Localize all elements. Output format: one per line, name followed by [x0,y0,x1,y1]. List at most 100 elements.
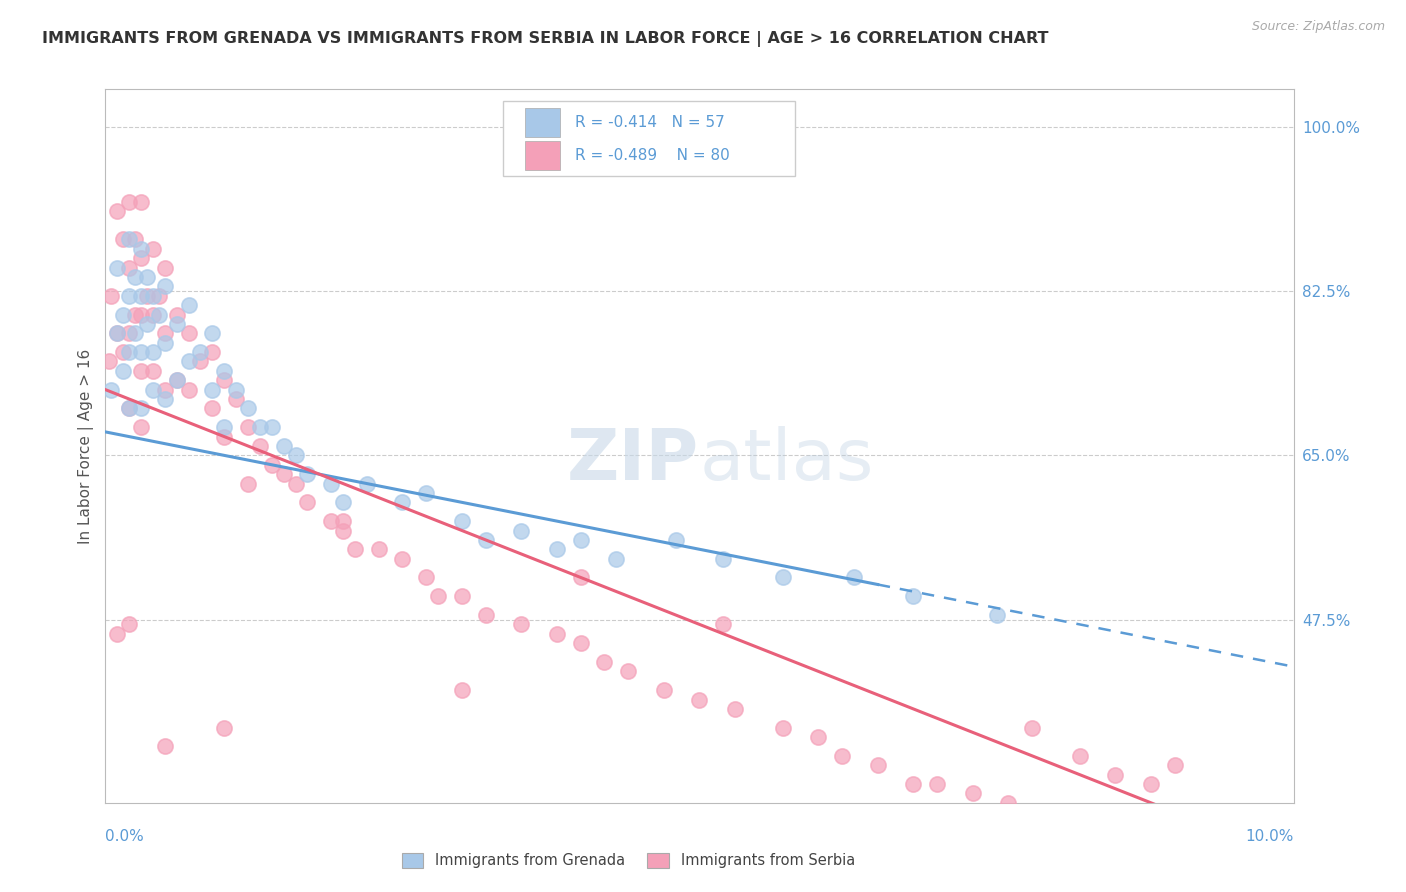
Point [112,308,135,322]
Point [546,627,568,641]
Point [190,345,212,359]
FancyBboxPatch shape [503,102,794,177]
Point [214,373,236,387]
Point [711,617,734,632]
Point [153,326,176,341]
Point [321,514,343,528]
Point [605,551,627,566]
Point [617,665,640,679]
Bar [524,141,561,169]
Point [474,607,496,622]
Point [724,702,747,716]
Point [236,401,259,416]
Point [201,326,224,341]
Point [569,636,592,650]
Point [903,589,925,603]
Point [105,260,128,275]
Point [129,420,152,434]
Point [142,364,165,378]
Point [166,317,188,331]
Point [593,655,616,669]
Point [450,589,472,603]
Point [105,204,128,219]
Point [214,429,236,443]
Point [249,420,271,434]
Point [129,242,152,256]
Point [772,570,794,584]
Point [367,542,389,557]
Text: IMMIGRANTS FROM GRENADA VS IMMIGRANTS FROM SERBIA IN LABOR FORCE | AGE > 16 CORR: IMMIGRANTS FROM GRENADA VS IMMIGRANTS FR… [42,31,1049,47]
Point [260,420,283,434]
Point [153,392,176,406]
Point [201,383,224,397]
Point [153,739,176,754]
Point [129,401,152,416]
Point [177,354,200,368]
Point [236,420,259,434]
Point [332,514,354,528]
Point [273,467,295,482]
Point [225,392,247,406]
Point [772,721,794,735]
Point [118,260,141,275]
Point [927,777,949,791]
Point [142,289,165,303]
Point [842,570,865,584]
Text: 10.0%: 10.0% [1246,830,1294,844]
Point [1164,758,1187,772]
Point [118,345,141,359]
Point [118,326,141,341]
Point [450,514,472,528]
Point [297,467,319,482]
Point [166,373,188,387]
Point [112,364,135,378]
Point [112,345,135,359]
Point [343,542,366,557]
Point [569,533,592,547]
Point [332,495,354,509]
Bar [524,108,561,136]
Point [142,242,165,256]
Point [118,232,141,246]
Point [124,232,146,246]
Point [986,607,1008,622]
Point [1104,767,1126,781]
Point [356,476,378,491]
Point [153,383,176,397]
Point [166,308,188,322]
Point [129,251,152,265]
Point [105,326,128,341]
Point [124,326,146,341]
Point [1021,721,1043,735]
Point [142,308,165,322]
Point [903,777,925,791]
Point [214,721,236,735]
Text: ZIP: ZIP [567,425,700,495]
Point [711,551,734,566]
Point [177,383,200,397]
Point [962,786,984,800]
Legend: Immigrants from Grenada, Immigrants from Serbia: Immigrants from Grenada, Immigrants from… [395,847,860,874]
Point [105,627,128,641]
Point [177,326,200,341]
Point [100,383,122,397]
Point [136,270,159,285]
Text: atlas: atlas [700,425,875,495]
Point [124,308,146,322]
Point [866,758,889,772]
Point [260,458,283,472]
Point [214,420,236,434]
Point [450,683,472,698]
Point [136,317,159,331]
Point [118,194,141,209]
Point [321,476,343,491]
Point [129,194,152,209]
Point [142,345,165,359]
Point [153,279,176,293]
Point [129,364,152,378]
Point [665,533,688,547]
Text: 0.0%: 0.0% [105,830,145,844]
Point [118,289,141,303]
Point [201,345,224,359]
Point [201,401,224,416]
